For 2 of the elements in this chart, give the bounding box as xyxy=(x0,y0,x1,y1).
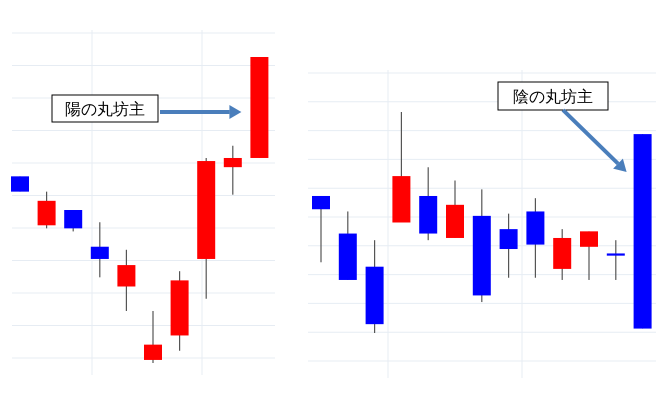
text: 陰の丸坊主 xyxy=(513,87,593,106)
annotation: 陽の丸坊主 xyxy=(65,100,145,118)
